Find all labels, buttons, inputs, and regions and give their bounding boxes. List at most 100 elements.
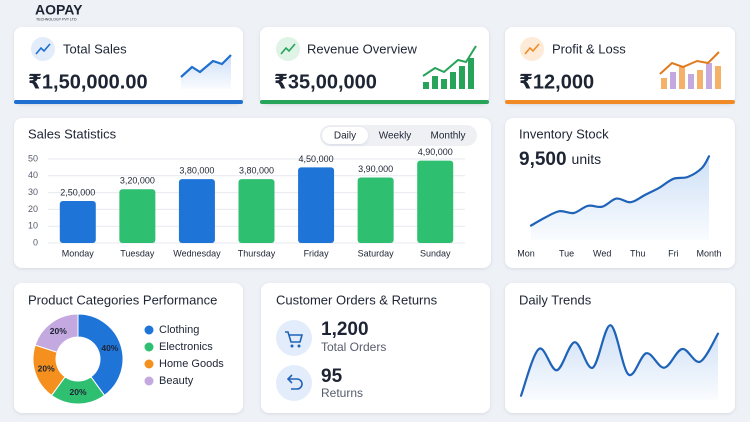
order-label: Total Orders [321,340,386,354]
card-bg [505,27,735,104]
bar-value-label: 3,80,000 [179,166,214,176]
line-area [531,156,709,240]
cart-icon [290,344,294,348]
legend-label: Home Goods [159,358,224,370]
y-tick-label: 30 [28,187,38,197]
card-accent [505,100,735,104]
kpi-title: Revenue Overview [307,41,417,56]
bar-value-label: 4,90,000 [418,147,453,157]
y-tick-label: 20 [28,204,38,214]
panel-title: Product Categories Performance [28,292,217,307]
logo-text: AOPAY [35,2,83,18]
bar [59,201,96,243]
tab-label[interactable]: Weekly [379,131,412,142]
legend-swatch [144,325,154,335]
cart-icon [297,344,301,348]
kpi-value: ₹35,00,000 [274,71,377,93]
x-tick-label: Thursday [238,248,276,258]
panel-title: Daily Trends [519,292,592,307]
line-area [521,325,718,400]
x-tick-label: Mon [517,248,535,258]
slice-label: 20% [69,387,86,397]
tab-label[interactable]: Monthly [430,131,465,142]
bar [238,179,275,243]
x-tick-label: Wednesday [173,248,221,258]
y-tick-label: 0 [33,237,38,247]
kpi-card: Total Sales ₹1,50,000.00 [14,27,243,104]
slice-label: 20% [38,364,55,374]
line [519,324,720,397]
x-tick-label: Saturday [358,248,395,258]
icon-bg [276,365,312,401]
panel-title: Customer Orders & Returns [276,292,438,307]
card-bg [260,27,489,104]
tab-label[interactable]: Daily [334,131,356,142]
card-accent [260,100,489,104]
tab[interactable]: Weekly [379,131,412,142]
logo: AOPAY TECHNOLOGY PVT LTD [35,2,83,22]
stat-value: 9,500 units [519,149,601,170]
icon [524,43,540,55]
bar [178,179,215,243]
y-tick-label: 40 [28,170,38,180]
slice-label: 40% [101,343,118,353]
legend-label: Clothing [159,324,199,336]
sparkbars [661,63,721,89]
bar-value-label: 3,20,000 [120,176,155,186]
x-tick-label: Wed [593,248,611,258]
x-tick-label: Monday [62,248,95,258]
kpi-card: Revenue Overview ₹35,00,000 [260,27,489,104]
order-value: 1,200 [321,319,369,340]
icon [35,43,51,55]
kpi-card: Profit & Loss ₹12,000 [505,27,735,104]
stat-unit: units [572,151,602,167]
bar-value-label: 4,50,000 [299,154,334,164]
tab-active-bg[interactable] [322,127,368,144]
kpi-value: ₹1,50,000.00 [28,71,148,93]
x-tick-label: Tuesday [120,248,155,258]
stat-number: 9,500 [519,149,567,170]
bar-value-label: 3,90,000 [358,164,393,174]
return-icon [286,374,303,390]
panel-title: Inventory Stock [519,126,609,141]
legend-swatch [144,342,154,352]
bar-value-label: 2,50,000 [60,187,95,197]
order-value: 95 [321,366,343,387]
icon-bg [276,320,312,356]
x-tick-label: Tue [559,248,574,258]
logo-tagline: TECHNOLOGY PVT LTD [36,17,77,21]
cart-icon [285,331,304,343]
sparkline [659,51,720,75]
y-tick-label: 10 [28,221,38,231]
pie-slice [34,313,79,353]
legend-label: Beauty [159,375,194,387]
icon [280,43,296,55]
x-tick-label: Month [696,248,721,258]
x-tick-label: Fri [668,248,679,258]
orders-panel: Customer Orders & Returns 1,200 Total Or… [276,292,438,401]
order-label: Returns [321,386,363,400]
x-tick-label: Friday [304,248,330,258]
card-accent [14,100,243,104]
legend-swatch [144,359,154,369]
panel-bg [261,283,490,413]
bar [417,160,454,243]
sparkline [422,45,477,77]
tab[interactable]: Monthly [430,131,465,142]
kpi-title: Profit & Loss [552,41,626,56]
legend-swatch [144,376,154,386]
sparkline [180,54,232,78]
x-tick-label: Thu [630,248,646,258]
x-tick-label: Sunday [420,248,451,258]
bar [298,167,335,243]
panel-title: Sales Statistics [28,126,117,141]
legend-label: Electronics [159,341,213,353]
y-tick-label: 50 [28,153,38,163]
kpi-value: ₹12,000 [519,71,594,93]
bar [357,177,394,243]
slice-label: 20% [50,326,67,336]
tab[interactable]: Daily [322,127,368,144]
line [529,155,711,227]
